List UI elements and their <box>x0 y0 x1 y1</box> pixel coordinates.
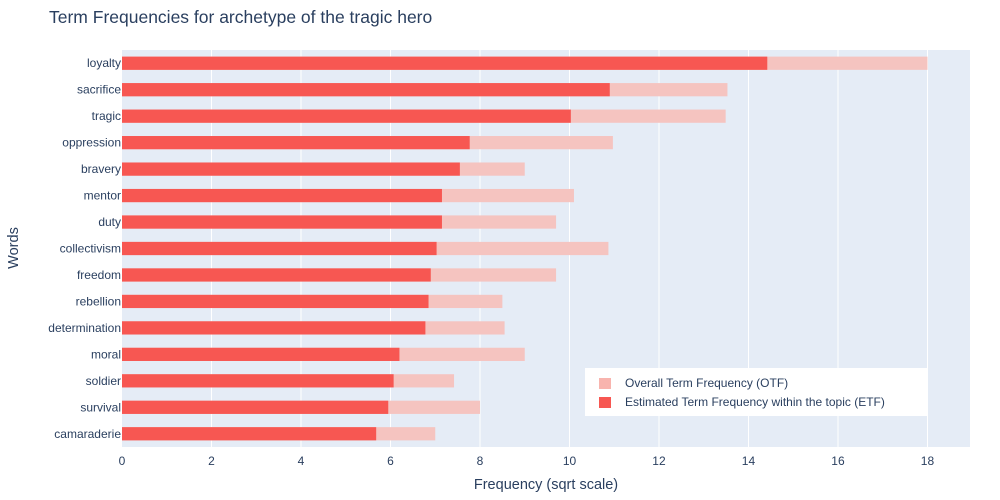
legend: Overall Term Frequency (OTF) Estimated T… <box>585 368 927 416</box>
x-tick-label: 0 <box>119 454 126 468</box>
x-tick-label: 10 <box>563 454 577 468</box>
etf-bar-moral[interactable] <box>122 347 400 361</box>
etf-bar-freedom[interactable] <box>122 268 431 282</box>
y-axis-title: Words <box>6 227 22 269</box>
y-tick-label: survival <box>80 400 121 414</box>
etf-bar-camaraderie[interactable] <box>122 427 377 441</box>
etf-bars <box>122 56 768 441</box>
legend-item-otf[interactable]: Overall Term Frequency (OTF) <box>599 375 788 391</box>
chart-title: Term Frequencies for archetype of the tr… <box>49 7 433 27</box>
etf-bar-tragic[interactable] <box>122 109 571 123</box>
x-tick-label: 8 <box>477 454 484 468</box>
y-tick-label: collectivism <box>60 242 121 256</box>
x-tick-label: 16 <box>831 454 845 468</box>
etf-bar-determination[interactable] <box>122 321 426 335</box>
y-tick-label: freedom <box>77 268 121 282</box>
y-tick-label: rebellion <box>76 294 121 308</box>
y-tick-labels: loyalty sacrifice tragic oppression bravery m… <box>48 56 121 441</box>
x-tick-labels: 0 2 4 6 8 10 12 14 16 18 <box>119 454 935 468</box>
y-tick-label: camaraderie <box>54 427 121 441</box>
y-tick-label: loyalty <box>87 56 121 70</box>
etf-bar-survival[interactable] <box>122 400 389 414</box>
y-tick-label: mentor <box>84 189 121 203</box>
y-tick-label: oppression <box>62 136 121 150</box>
etf-bar-bravery[interactable] <box>122 162 460 176</box>
y-tick-label: tragic <box>92 109 121 123</box>
legend-swatch-etf <box>599 396 611 408</box>
x-tick-label: 14 <box>742 454 756 468</box>
legend-label-etf: Estimated Term Frequency within the topi… <box>625 395 885 409</box>
etf-bar-duty[interactable] <box>122 215 442 229</box>
y-tick-label: determination <box>48 321 121 335</box>
x-axis-title: Frequency (sqrt scale) <box>474 477 618 493</box>
y-tick-label: duty <box>98 215 121 229</box>
etf-bar-soldier[interactable] <box>122 374 394 388</box>
etf-bar-collectivism[interactable] <box>122 241 437 256</box>
x-tick-label: 6 <box>387 454 394 468</box>
etf-bar-rebellion[interactable] <box>122 294 429 309</box>
legend-item-etf[interactable]: Estimated Term Frequency within the topi… <box>599 394 885 410</box>
x-tick-label: 12 <box>652 454 666 468</box>
y-tick-label: moral <box>91 347 121 361</box>
y-tick-label: sacrifice <box>77 83 121 97</box>
x-tick-label: 18 <box>921 454 935 468</box>
legend-label-otf: Overall Term Frequency (OTF) <box>625 376 789 390</box>
y-tick-label: bravery <box>81 162 121 176</box>
legend-swatch-otf <box>599 377 611 389</box>
etf-bar-loyalty[interactable] <box>122 56 768 70</box>
y-tick-label: soldier <box>86 374 121 388</box>
etf-bar-mentor[interactable] <box>122 188 442 203</box>
etf-bar-oppression[interactable] <box>122 136 470 150</box>
etf-bar-sacrifice[interactable] <box>122 83 610 97</box>
x-tick-label: 4 <box>298 454 305 468</box>
x-tick-label: 2 <box>208 454 215 468</box>
